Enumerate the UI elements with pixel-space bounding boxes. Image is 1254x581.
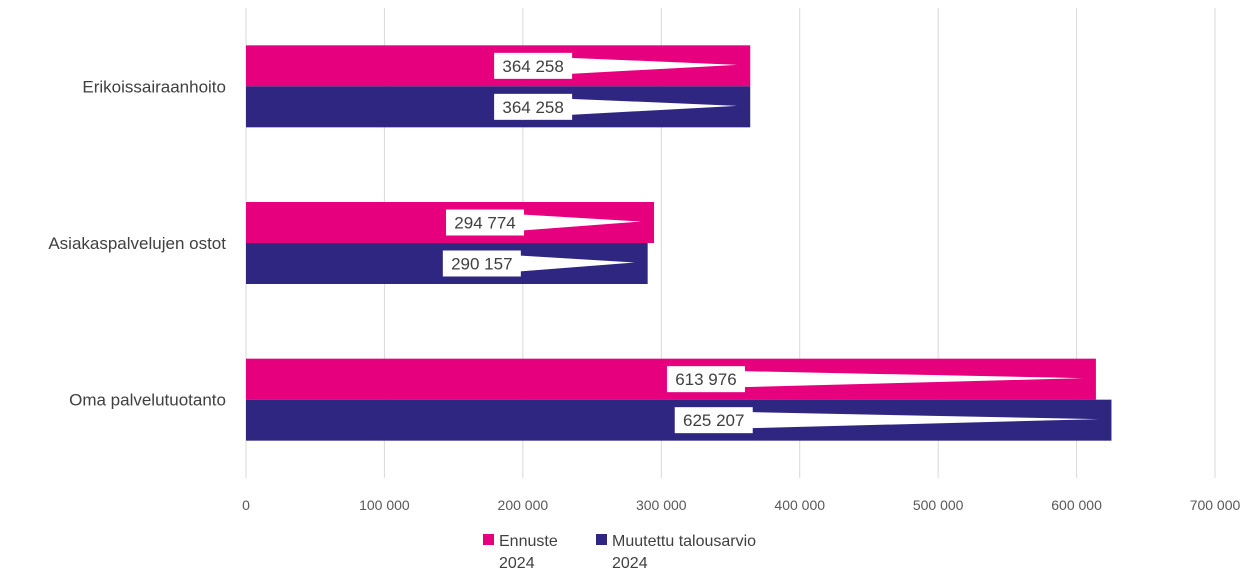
data-label: 364 258 bbox=[502, 98, 563, 117]
data-label: 625 207 bbox=[683, 411, 744, 430]
data-label-leader bbox=[522, 214, 642, 231]
legend-swatch bbox=[596, 534, 607, 545]
data-label: 294 774 bbox=[454, 214, 515, 233]
x-tick-label: 600 000 bbox=[1051, 497, 1102, 513]
data-label: 364 258 bbox=[502, 57, 563, 76]
data-label-leader bbox=[742, 371, 1083, 388]
legend-label: Ennuste bbox=[499, 533, 558, 550]
data-label-box bbox=[442, 250, 521, 277]
data-label-box bbox=[494, 93, 573, 120]
data-label-box bbox=[494, 52, 573, 79]
data-label: 290 157 bbox=[451, 255, 512, 274]
axes: 0 100 000 200 000 300 000 400 000 500 000 600 … bbox=[48, 77, 1240, 513]
x-tick-label: 100 000 bbox=[359, 497, 410, 513]
data-label-leader bbox=[750, 412, 1099, 429]
data-label: 613 976 bbox=[675, 370, 736, 389]
category-label: Asiakaspalvelujen ostot bbox=[48, 234, 226, 253]
data-labels: 364 258 364 258 294 774 290 157 613 976 625 2… bbox=[442, 52, 1099, 434]
data-label-leader bbox=[518, 255, 635, 272]
legend: Ennuste 2024 Muutettu talousarvio 2024 bbox=[483, 533, 756, 572]
data-label-leader bbox=[570, 57, 738, 74]
legend-swatch bbox=[483, 534, 494, 545]
legend-label: Muutettu talousarvio bbox=[612, 533, 756, 550]
x-tick-label: 700 000 bbox=[1190, 497, 1241, 513]
data-label-box bbox=[666, 366, 745, 393]
legend-label: 2024 bbox=[612, 555, 648, 572]
data-label-box bbox=[674, 407, 753, 434]
x-tick-label: 500 000 bbox=[913, 497, 964, 513]
x-tick-label: 200 000 bbox=[498, 497, 549, 513]
category-label: Oma palvelutuotanto bbox=[69, 391, 226, 410]
x-tick-label: 0 bbox=[242, 497, 250, 513]
x-tick-label: 300 000 bbox=[636, 497, 687, 513]
data-label-leader bbox=[570, 98, 738, 115]
x-tick-label: 400 000 bbox=[774, 497, 825, 513]
legend-label: 2024 bbox=[499, 555, 535, 572]
data-label-box bbox=[446, 209, 525, 236]
category-label: Erikoissairaanhoito bbox=[82, 77, 226, 96]
